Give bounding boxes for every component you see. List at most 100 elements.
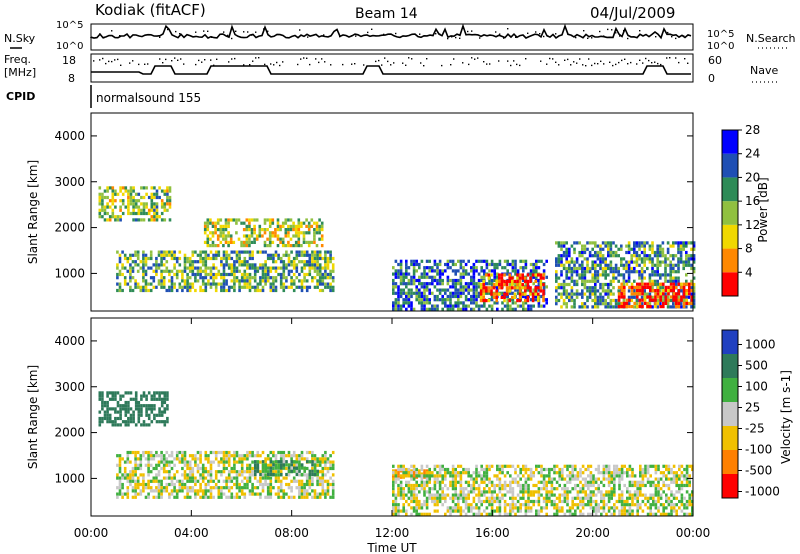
echo-cell bbox=[121, 407, 125, 411]
echo-cell bbox=[571, 496, 574, 500]
echo-cell bbox=[436, 269, 439, 273]
echo-cell bbox=[613, 477, 616, 481]
echo-cell bbox=[225, 476, 228, 480]
echo-cell bbox=[669, 305, 672, 309]
echo-cell bbox=[522, 487, 525, 491]
echo-cell bbox=[412, 490, 416, 494]
echo-cell bbox=[545, 298, 548, 302]
echo-cell bbox=[444, 512, 447, 516]
echo-cell bbox=[279, 282, 283, 286]
echo-cell bbox=[253, 486, 257, 490]
echo-cell bbox=[614, 305, 618, 309]
echo-cell bbox=[425, 512, 429, 516]
echo-cell bbox=[557, 286, 561, 290]
echo-cell bbox=[158, 413, 161, 417]
echo-cell bbox=[428, 496, 431, 500]
echo-cell bbox=[672, 292, 675, 296]
echo-cell bbox=[485, 262, 489, 267]
echo-cell bbox=[259, 250, 262, 254]
echo-cell bbox=[230, 492, 234, 496]
echo-cell bbox=[415, 467, 418, 472]
echo-cell bbox=[423, 307, 426, 311]
echo-cell bbox=[690, 286, 693, 290]
nave-dot bbox=[324, 61, 326, 63]
echo-cell bbox=[570, 273, 574, 277]
echo-cell bbox=[635, 260, 639, 264]
echo-cell bbox=[628, 496, 632, 500]
echo-cell bbox=[607, 490, 611, 494]
echo-cell bbox=[581, 471, 585, 475]
echo-cell bbox=[418, 275, 421, 279]
echo-cell bbox=[256, 285, 260, 289]
echo-cell bbox=[529, 292, 532, 296]
echo-cell bbox=[173, 250, 176, 254]
echo-cell bbox=[511, 269, 515, 273]
echo-cell bbox=[246, 279, 249, 283]
echo-cell bbox=[438, 474, 442, 478]
echo-cell bbox=[436, 509, 439, 513]
echo-cell bbox=[155, 486, 158, 490]
echo-cell bbox=[488, 467, 491, 472]
echo-cell bbox=[542, 506, 546, 510]
echo-cell bbox=[207, 253, 210, 257]
echo-cell bbox=[509, 304, 512, 308]
echo-cell bbox=[562, 266, 566, 271]
echo-cell bbox=[183, 256, 187, 261]
echo-cell bbox=[284, 221, 288, 225]
echo-cell bbox=[542, 269, 546, 273]
echo-cell bbox=[407, 471, 411, 475]
echo-cell bbox=[587, 464, 590, 468]
echo-cell bbox=[539, 286, 543, 290]
echo-cell bbox=[555, 496, 559, 500]
echo-cell bbox=[560, 244, 563, 248]
echo-cell bbox=[238, 473, 241, 477]
echo-cell bbox=[134, 394, 138, 398]
echo-cell bbox=[628, 493, 632, 497]
echo-cell bbox=[532, 503, 535, 507]
echo-cell bbox=[420, 512, 424, 516]
echo-cell bbox=[230, 466, 234, 471]
echo-cell bbox=[412, 464, 416, 468]
echo-cell bbox=[157, 279, 161, 283]
echo-cell bbox=[217, 253, 221, 257]
echo-cell bbox=[516, 506, 520, 510]
echo-cell bbox=[462, 471, 465, 475]
echo-cell bbox=[230, 266, 234, 270]
echo-cell bbox=[506, 512, 509, 516]
echo-cell bbox=[690, 263, 693, 267]
echo-cell bbox=[433, 464, 437, 468]
echo-cell bbox=[290, 460, 293, 464]
echo-cell bbox=[168, 492, 171, 496]
echo-cell bbox=[320, 244, 324, 248]
echo-cell bbox=[653, 250, 657, 255]
echo-cell bbox=[571, 487, 574, 491]
echo-cell bbox=[545, 301, 548, 305]
echo-cell bbox=[211, 221, 215, 225]
search-dot bbox=[255, 31, 257, 33]
echo-cell bbox=[454, 282, 457, 286]
echo-cell bbox=[163, 407, 167, 411]
echo-cell bbox=[269, 276, 273, 280]
echo-cell bbox=[272, 266, 275, 270]
echo-cell bbox=[464, 288, 468, 292]
echo-cell bbox=[253, 224, 256, 228]
echo-cell bbox=[243, 285, 247, 289]
echo-cell bbox=[583, 276, 587, 280]
echo-cell bbox=[687, 263, 691, 267]
echo-cell bbox=[618, 467, 621, 472]
echo-cell bbox=[542, 276, 545, 280]
echo-cell bbox=[232, 218, 236, 222]
echo-cell bbox=[633, 496, 637, 500]
echo-cell bbox=[626, 509, 629, 513]
echo-cell bbox=[186, 489, 189, 493]
echo-cell bbox=[537, 464, 541, 468]
echo-cell bbox=[116, 492, 119, 496]
echo-cell bbox=[150, 208, 154, 212]
echo-cell bbox=[599, 260, 602, 264]
echo-cell bbox=[553, 487, 556, 491]
echo-cell bbox=[199, 466, 202, 471]
echo-cell bbox=[147, 211, 151, 216]
echo-cell bbox=[316, 492, 319, 496]
echo-cell bbox=[305, 482, 309, 487]
echo-cell bbox=[588, 270, 592, 274]
